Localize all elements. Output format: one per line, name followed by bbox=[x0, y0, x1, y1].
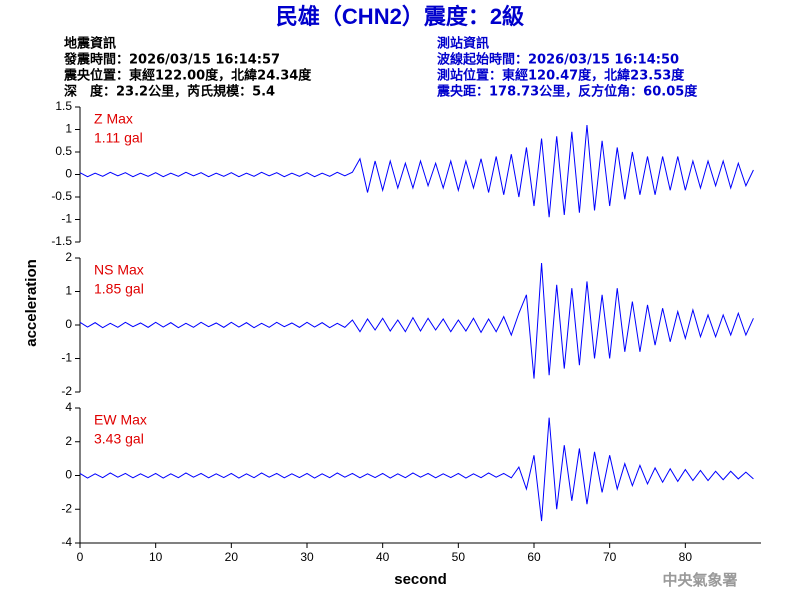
info-left: 震央位置：東經122.00度，北緯24.34度 bbox=[63, 68, 312, 84]
x-tick-label: 60 bbox=[527, 550, 541, 564]
title: 民雄（CHN2）震度：2級 bbox=[276, 4, 524, 29]
y-tick-label: -1.5 bbox=[51, 234, 72, 248]
x-tick-label: 50 bbox=[452, 550, 466, 564]
waveform bbox=[79, 262, 754, 379]
y-tick-label: 1.5 bbox=[55, 99, 72, 113]
x-tick-label: 30 bbox=[300, 550, 314, 564]
y-tick-label: 0 bbox=[65, 167, 72, 181]
y-tick-label: -4 bbox=[61, 535, 72, 549]
info-right: 測站位置：東經120.47度，北緯23.53度 bbox=[437, 68, 685, 84]
y-tick-label: 0 bbox=[65, 317, 72, 331]
x-axis-label: second bbox=[394, 571, 447, 588]
component-label: Z Max bbox=[94, 111, 133, 127]
component-label: NS Max bbox=[94, 262, 144, 278]
y-tick-label: -2 bbox=[61, 384, 72, 398]
y-tick-label: -1 bbox=[61, 212, 72, 226]
y-tick-label: 2 bbox=[65, 434, 72, 448]
y-axis-label: acceleration bbox=[23, 259, 40, 347]
waveform bbox=[79, 124, 754, 218]
footer: 中央氣象署 bbox=[662, 571, 737, 589]
x-tick-label: 0 bbox=[77, 550, 84, 564]
x-tick-label: 40 bbox=[376, 550, 390, 564]
max-label: 1.11 gal bbox=[94, 130, 143, 146]
y-tick-label: -0.5 bbox=[51, 189, 72, 203]
y-tick-label: 1 bbox=[65, 122, 72, 136]
waveform bbox=[79, 417, 754, 522]
x-tick-label: 80 bbox=[679, 550, 693, 564]
y-tick-label: 0 bbox=[65, 468, 72, 482]
info-right: 測站資訊 bbox=[437, 36, 489, 52]
max-label: 1.85 gal bbox=[94, 281, 144, 297]
y-tick-label: 0.5 bbox=[55, 144, 72, 158]
info-right: 波線起始時間：2026/03/15 16:14:50 bbox=[437, 52, 679, 68]
info-left: 地震資訊 bbox=[64, 36, 116, 52]
info-left: 發震時間：2026/03/15 16:14:57 bbox=[63, 52, 280, 68]
y-tick-label: -1 bbox=[61, 351, 72, 365]
info-left: 深 度：23.2公里，芮氏規模：5.4 bbox=[64, 84, 275, 100]
x-tick-label: 20 bbox=[225, 550, 239, 564]
y-tick-label: 2 bbox=[65, 250, 72, 264]
x-tick-label: 10 bbox=[149, 550, 163, 564]
y-tick-label: 4 bbox=[65, 400, 72, 414]
y-tick-label: 1 bbox=[65, 284, 72, 298]
component-label: EW Max bbox=[94, 412, 147, 428]
y-tick-label: -2 bbox=[61, 501, 72, 515]
info-right: 震央距：178.73公里，反方位角：60.05度 bbox=[436, 84, 698, 100]
max-label: 3.43 gal bbox=[94, 431, 144, 447]
x-tick-label: 70 bbox=[603, 550, 617, 564]
